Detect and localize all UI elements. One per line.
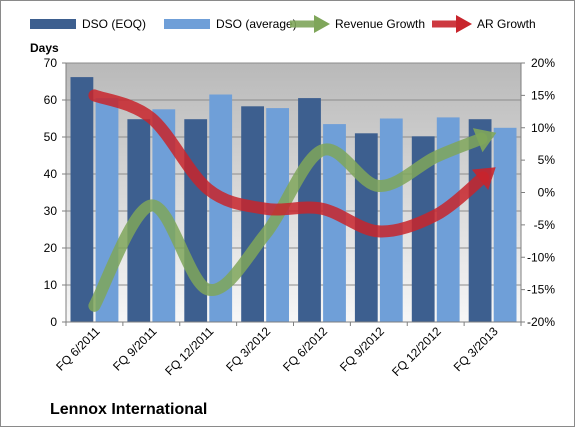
arrowhead-revenue-growth <box>472 128 497 153</box>
left-axis-unit-label: Days <box>30 41 59 55</box>
right-tick-label-8: 20% <box>531 56 555 70</box>
right-tick-label-1: -15% <box>527 283 555 297</box>
bar-dso-average-4 <box>323 124 346 322</box>
left-tick-label-7: 70 <box>44 56 58 70</box>
left-tick-label-5: 50 <box>44 130 58 144</box>
left-tick-label-6: 60 <box>44 93 58 107</box>
legend: DSO (EOQ) DSO (average) Revenue Growth AR G… <box>30 15 536 33</box>
left-tick-label-2: 20 <box>44 241 58 255</box>
line-ar-growth <box>88 89 490 238</box>
bar-dso-eoq-6 <box>411 136 435 322</box>
right-tick-label-6: 10% <box>531 121 555 135</box>
legend-arrowhead-ar-growth <box>456 15 472 33</box>
left-tick-label-1: 10 <box>44 278 58 292</box>
legend-swatch-dso-average <box>164 19 210 29</box>
bar-dso-eoq-0 <box>70 77 94 322</box>
legend-label-revenue-growth: Revenue Growth <box>335 17 425 31</box>
bar-dso-average-6 <box>436 117 460 323</box>
right-tick-label-5: 5% <box>538 153 556 167</box>
right-tick-label-4: 0% <box>538 186 556 200</box>
line-layer <box>88 89 497 312</box>
right-tick-label-7: 15% <box>531 88 555 102</box>
right-tick-label-3: -5% <box>534 218 556 232</box>
legend-label-dso-average: DSO (average) <box>216 17 297 31</box>
bar-dso-average-2 <box>209 94 233 322</box>
legend-arrowhead-revenue-growth <box>314 15 330 33</box>
arrowhead-ar-growth <box>471 167 496 190</box>
legend-label-dso-eoq: DSO (EOQ) <box>82 17 146 31</box>
left-tick-label-4: 40 <box>44 167 58 181</box>
line-revenue-growth <box>88 132 488 312</box>
bar-dso-eoq-3 <box>241 106 264 322</box>
bar-dso-eoq-7 <box>468 119 492 322</box>
company-name: Lennox International <box>50 401 207 418</box>
right-tick-label-0: -20% <box>527 315 555 329</box>
left-tick-label-3: 30 <box>44 204 58 218</box>
legend-swatch-dso-eoq <box>30 19 76 29</box>
bar-dso-average-7 <box>493 127 517 323</box>
legend-label-ar-growth: AR Growth <box>477 17 536 31</box>
bar-dso-average-5 <box>379 118 403 322</box>
right-tick-label-2: -10% <box>527 250 555 264</box>
left-tick-label-0: 0 <box>50 315 57 329</box>
